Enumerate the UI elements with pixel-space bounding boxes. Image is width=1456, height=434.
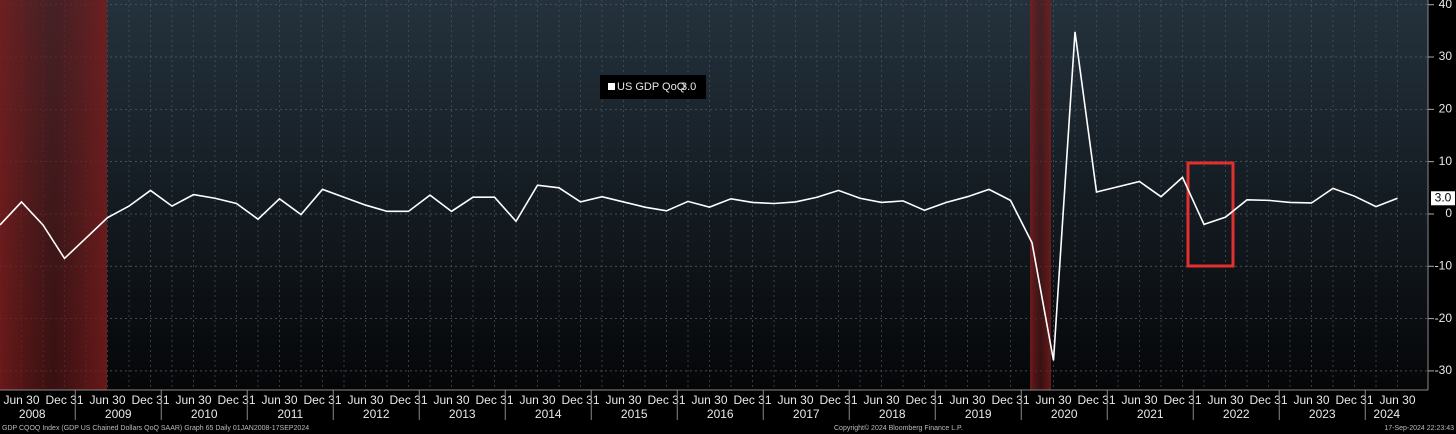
y-tick-label: 40 [1439,0,1453,11]
x-tick-label: Jun 30 [1035,393,1071,407]
x-tick-label: Jun 30 [1379,393,1415,407]
x-tick-label: Dec 31 [991,393,1029,407]
x-tick-label: Jun 30 [1207,393,1243,407]
y-tick-label: 10 [1439,154,1453,168]
year-label: 2011 [277,407,303,421]
year-label: 2019 [965,407,992,421]
last-value-tag [1431,191,1455,206]
recession-shade [1030,0,1051,390]
x-tick-label: Dec 31 [389,393,427,407]
legend-swatch [608,83,615,90]
x-tick-label: Jun 30 [261,393,297,407]
x-tick-label: Jun 30 [89,393,125,407]
x-tick-label: Dec 31 [131,393,169,407]
x-tick-label: Dec 31 [475,393,513,407]
x-tick-label: Dec 31 [561,393,599,407]
x-tick-label: Dec 31 [1249,393,1287,407]
x-tick-label: Jun 30 [605,393,641,407]
x-tick-label: Dec 31 [647,393,685,407]
y-tick-label: -10 [1435,258,1453,272]
x-tick-label: Jun 30 [175,393,211,407]
x-tick-label: Jun 30 [949,393,985,407]
x-tick-label: Dec 31 [905,393,943,407]
x-tick-label: Jun 30 [691,393,727,407]
x-tick-label: Dec 31 [1163,393,1201,407]
y-tick-label: 30 [1439,49,1453,63]
year-label: 2014 [535,407,562,421]
x-tick-label: Jun 30 [1293,393,1329,407]
legend [600,75,706,99]
x-tick-label: Dec 31 [217,393,255,407]
recession-shade [0,0,107,390]
x-tick-label: Dec 31 [1077,393,1115,407]
year-label: 2024 [1373,407,1400,421]
x-tick-label: Jun 30 [433,393,469,407]
year-label: 2022 [1223,407,1250,421]
legend-value: 3.0 [681,81,696,93]
year-label: 2009 [105,407,132,421]
year-label: 2020 [1051,407,1078,421]
x-tick-label: Dec 31 [733,393,771,407]
year-label: 2016 [707,407,734,421]
x-tick-label: Dec 31 [303,393,341,407]
plot-area [0,0,1428,390]
x-tick-label: Dec 31 [819,393,857,407]
data-line [0,31,1398,361]
year-label: 2012 [363,407,390,421]
year-label: 2008 [19,407,46,421]
footer-right: 17-Sep-2024 22:23:43 [1384,425,1454,432]
year-label: 2015 [621,407,648,421]
x-tick-label: Jun 30 [863,393,899,407]
last-value-label: 3.0 [1435,190,1452,204]
x-tick-label: Jun 30 [777,393,813,407]
year-label: 2010 [191,407,218,421]
y-tick-label: 20 [1439,102,1453,116]
highlight-box [1186,161,1235,268]
x-tick-label: Jun 30 [519,393,555,407]
legend-label: US GDP QoQ [617,81,686,93]
x-tick-label: Dec 31 [45,393,83,407]
year-label: 2018 [879,407,906,421]
x-tick-label: Jun 30 [3,393,39,407]
x-tick-label: Jun 30 [347,393,383,407]
y-tick-label: 0 [1445,206,1452,220]
y-tick-label: -30 [1435,363,1453,377]
year-label: 2017 [793,407,820,421]
year-label: 2021 [1137,407,1164,421]
year-label: 2013 [449,407,476,421]
x-tick-label: Jun 30 [1121,393,1157,407]
year-label: 2023 [1309,407,1336,421]
footer-center: Copyright© 2024 Bloomberg Finance L.P. [834,424,963,432]
y-tick-label: -20 [1435,311,1453,325]
x-tick-label: Dec 31 [1335,393,1373,407]
footer-left: GDP CQOQ Index (GDP US Chained Dollars Q… [2,425,309,432]
